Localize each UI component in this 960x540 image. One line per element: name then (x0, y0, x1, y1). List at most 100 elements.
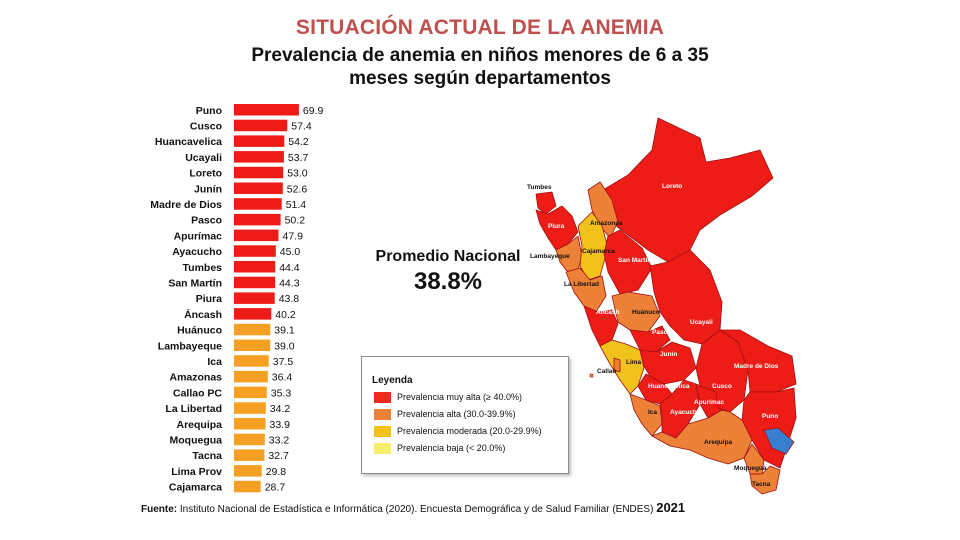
map-label-puno: Puno (762, 413, 778, 420)
category-label: Apurímac (174, 230, 223, 242)
bar (234, 480, 261, 493)
bar (234, 418, 266, 430)
category-label: Tumbes (183, 262, 223, 274)
value-label: 39.0 (274, 340, 295, 352)
legend-swatch (374, 442, 391, 454)
source-label: Fuente: (141, 504, 178, 515)
category-label: Ica (207, 356, 222, 368)
legend-item-alta: Prevalencia alta (30.0-39.9%) (374, 408, 516, 420)
category-label: Lambayeque (158, 340, 222, 352)
map-region-ancash (583, 305, 619, 347)
category-label: La Libertad (165, 403, 222, 415)
chart-title: Prevalencia de anemia en niños menores d… (180, 44, 780, 90)
map-label-lima: Lima (626, 359, 642, 366)
value-label: 53.0 (287, 168, 308, 180)
bar (234, 433, 265, 446)
category-label: Loreto (189, 168, 222, 180)
chart-title-line2: meses según departamentos (349, 68, 611, 89)
bar (234, 229, 279, 242)
map-region-loreto (597, 117, 774, 263)
value-label: 37.5 (273, 356, 294, 368)
bar (234, 245, 276, 257)
bar (234, 213, 281, 226)
value-label: 45.0 (280, 246, 301, 258)
legend-item-baja: Prevalencia baja (< 20.0%) (374, 442, 505, 454)
bar (234, 151, 284, 163)
legend-label: Prevalencia alta (30.0-39.9%) (397, 409, 516, 419)
bar-chart: Puno 69.9 Cusco 57.4 Huancavelica 54.2 Ucayali… (150, 104, 324, 494)
bar (234, 119, 288, 132)
map-region-moquegua (743, 443, 765, 475)
value-label: 47.9 (283, 230, 304, 242)
map-region-callao (613, 357, 621, 373)
value-label: 29.8 (266, 466, 287, 478)
category-label: Amazonas (169, 372, 222, 384)
bar (234, 465, 262, 477)
bar (234, 276, 276, 289)
legend-label: Prevalencia moderada (20.0-29.9%) (397, 426, 542, 436)
map-region-ayacucho (659, 379, 701, 439)
value-label: 52.6 (287, 183, 308, 195)
bar (234, 261, 276, 273)
legend-swatch (374, 425, 391, 437)
map-label-huancavelica: Huancavelica (648, 383, 690, 390)
map-label-junin: Junín (660, 351, 677, 358)
category-label: Ayacucho (172, 246, 222, 258)
chart-title-line1: Prevalencia de anemia en niños menores d… (251, 45, 709, 66)
map-region-la-libertad (565, 267, 607, 313)
category-label: Piura (196, 293, 222, 305)
value-label: 44.3 (279, 277, 300, 289)
map-region-amazonas (587, 181, 619, 239)
map-lake-titicaca (763, 427, 795, 455)
national-average-value: 38.8% (413, 268, 483, 295)
map-region-san-martin (603, 229, 653, 295)
legend-swatch (374, 408, 391, 420)
category-label: Huancavelica (155, 136, 222, 148)
bar (234, 449, 265, 461)
value-label: 44.4 (279, 262, 300, 274)
bar (234, 323, 271, 336)
callao-island (589, 373, 594, 378)
value-label: 43.8 (279, 293, 300, 305)
category-label: Cusco (190, 120, 222, 132)
map-label-cajamarca: Cajamarca (582, 248, 615, 255)
value-label: 33.9 (270, 419, 291, 431)
legend-item-muy-alta: Prevalencia muy alta (≥ 40.0%) (374, 391, 522, 403)
legend-label: Prevalencia baja (< 20.0%) (397, 443, 506, 453)
map-region-madre-de-dios (719, 329, 797, 393)
map-label-cusco: Cusco (712, 383, 732, 390)
legend-swatch (374, 391, 391, 403)
map-label-pasco: Pasco (652, 329, 671, 336)
bar (234, 135, 285, 147)
category-label: Áncash (184, 308, 222, 321)
map-label-piura: Piura (548, 223, 565, 230)
map-label-huanuco: Huánuco (632, 309, 660, 316)
category-label: Callao PC (173, 387, 222, 399)
bar (234, 402, 266, 414)
map-region-piura (535, 205, 579, 251)
map-label-moquegua: Moquegua (734, 465, 767, 472)
source-footer: Fuente: Instituto Nacional de Estadístic… (141, 500, 685, 515)
bar (234, 198, 282, 210)
map-region-arequipa (651, 409, 753, 465)
map-label-amazonas: Amazonas (590, 220, 623, 227)
map-region-junin (639, 341, 697, 385)
map-labels: Tumbes Piura Amazonas Lambayeque Cajamar… (527, 183, 779, 488)
bar (234, 339, 271, 351)
map-regions (535, 117, 797, 495)
national-average-label: Promedio Nacional (375, 248, 521, 265)
value-label: 69.9 (303, 105, 324, 117)
legend-label: Prevalencia muy alta (≥ 40.0%) (397, 392, 522, 402)
map-label-tumbes: Tumbes (527, 184, 552, 191)
bar (234, 370, 268, 383)
map-label-lambayeque: Lambayeque (530, 253, 570, 260)
supertitle: SITUACIÓN ACTUAL DE LA ANEMIA (295, 16, 665, 39)
value-label: 36.4 (272, 372, 293, 384)
value-label: 33.2 (269, 434, 290, 446)
map-region-cajamarca (577, 211, 609, 281)
value-label: 51.4 (286, 199, 307, 211)
map-region-tacna (749, 465, 781, 495)
map-label-arequipa: Arequipa (704, 439, 733, 446)
map-label-san-martin: San Martín (618, 257, 651, 264)
map-region-lima (599, 339, 645, 395)
